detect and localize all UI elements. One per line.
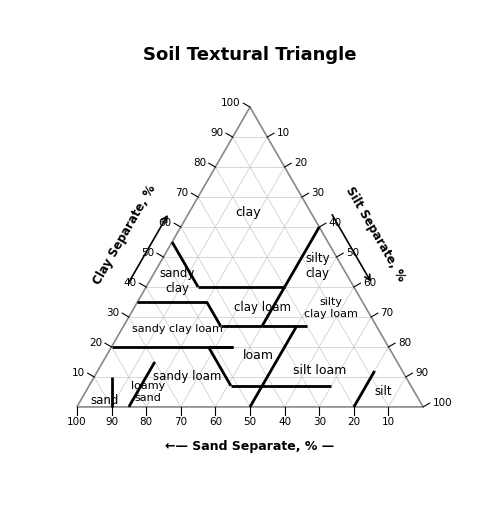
Text: silty
clay: silty clay: [305, 252, 330, 280]
Title: Soil Textural Triangle: Soil Textural Triangle: [144, 46, 357, 64]
Text: loamy
sand: loamy sand: [130, 381, 165, 403]
Text: 10: 10: [276, 128, 290, 138]
Text: 60: 60: [209, 417, 222, 427]
Text: loam: loam: [243, 349, 274, 362]
Text: 60: 60: [158, 218, 172, 228]
Text: 20: 20: [89, 338, 102, 348]
Text: Clay Separate, %: Clay Separate, %: [90, 183, 158, 287]
Text: 80: 80: [398, 338, 411, 348]
Text: 80: 80: [140, 417, 152, 427]
Text: sandy
clay: sandy clay: [160, 267, 195, 295]
Text: 90: 90: [210, 128, 224, 138]
Text: 50: 50: [244, 417, 256, 427]
Text: 90: 90: [415, 368, 428, 378]
Text: 30: 30: [312, 417, 326, 427]
Text: silt: silt: [374, 385, 392, 399]
Text: 60: 60: [363, 278, 376, 288]
Text: ←— Sand Separate, % —: ←— Sand Separate, % —: [166, 440, 334, 453]
Text: 50: 50: [141, 248, 154, 258]
Text: sand: sand: [90, 394, 119, 407]
Text: 70: 70: [174, 417, 188, 427]
Text: sandy clay loam: sandy clay loam: [132, 324, 222, 334]
Text: 30: 30: [106, 308, 120, 318]
Text: 30: 30: [312, 188, 324, 198]
Text: 80: 80: [193, 158, 206, 168]
Text: clay loam: clay loam: [234, 301, 290, 314]
Text: 10: 10: [72, 368, 85, 378]
Text: silty
clay loam: silty clay loam: [304, 297, 358, 319]
Text: silt loam: silt loam: [292, 365, 346, 378]
Text: 100: 100: [432, 398, 452, 408]
Text: 10: 10: [382, 417, 395, 427]
Text: 20: 20: [294, 158, 307, 168]
Text: 70: 70: [176, 188, 188, 198]
Text: 100: 100: [67, 417, 86, 427]
Text: 70: 70: [380, 308, 394, 318]
Text: sandy loam: sandy loam: [154, 370, 222, 383]
Text: 100: 100: [221, 98, 240, 108]
Text: 40: 40: [328, 218, 342, 228]
Text: 20: 20: [348, 417, 360, 427]
Text: Silt Separate, %: Silt Separate, %: [343, 185, 408, 284]
Text: clay: clay: [236, 206, 261, 219]
Text: 50: 50: [346, 248, 359, 258]
Text: 90: 90: [105, 417, 118, 427]
Text: 40: 40: [278, 417, 291, 427]
Text: 40: 40: [124, 278, 137, 288]
